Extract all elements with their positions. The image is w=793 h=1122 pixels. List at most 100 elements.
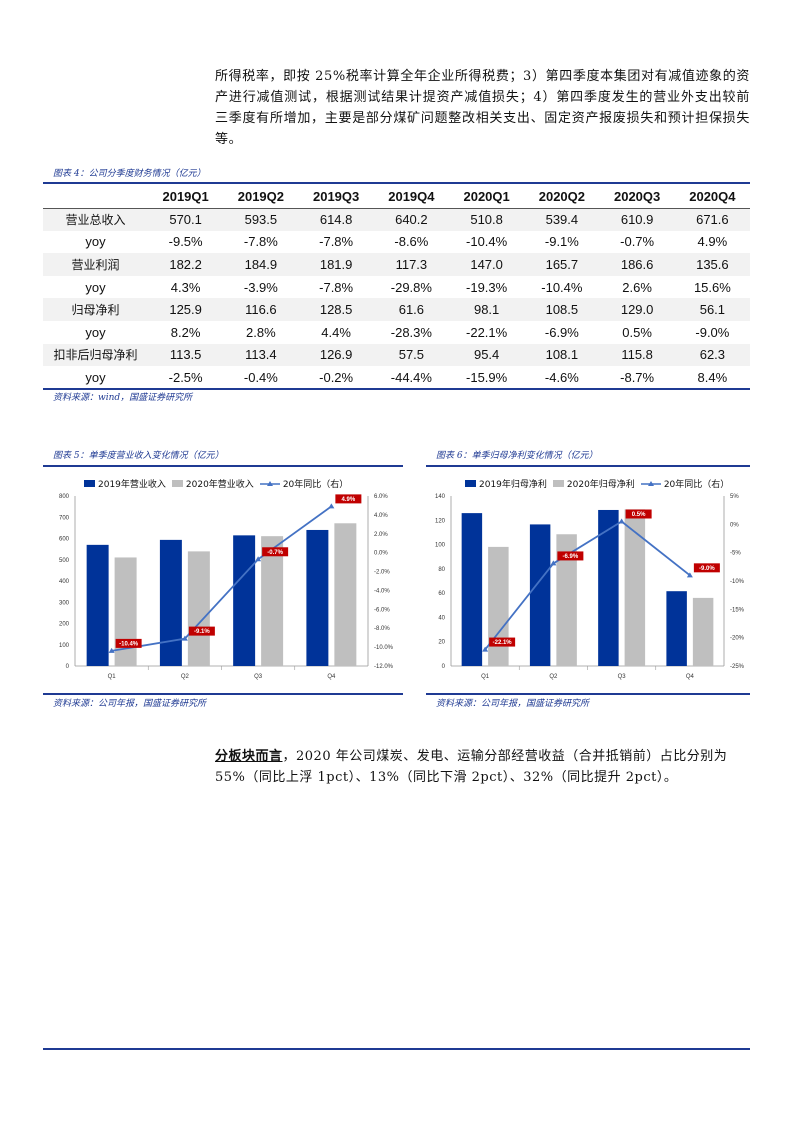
table-cell: -9.5% [168,234,203,250]
table-cell: 117.3 [373,253,449,276]
legend-label: 2020年营业收入 [185,480,254,490]
row-label: yoy [85,279,106,295]
y-tick-label: 100 [59,643,70,649]
table-cell: 115.8 [599,343,675,367]
y2-tick-label: 4.0% [374,513,388,519]
yoy-data-label: -0.7% [267,550,283,556]
financial-table: 2019Q1 2019Q2 2019Q3 2019Q4 2020Q1 2020Q2 2020… [43,186,750,389]
yoy-label-bg [625,509,652,519]
table-row: yoy -9.5% -7.8% -7.8% -8.6% -10.4% -9.1% -0.7% 4… [43,231,750,254]
column-header: 2020Q3 [599,186,675,209]
table-top-rule [43,182,750,184]
footer-rule [43,1048,750,1050]
legend-item: 20年同比（右） [259,477,348,490]
table-cell: 61.6 [373,298,449,321]
chart5: 0 100 200 300 400 500 600 700 800 6.0% 4.0% 2.0% 0.0… [43,488,403,683]
bar-2019 [233,535,256,666]
y-tick-label: 0 [66,664,70,670]
yoy-marker [181,635,188,641]
bar-2020 [114,557,137,666]
table-cell: -10.4% [466,234,508,250]
y-tick-label: 800 [59,494,70,500]
y-tick-label: 40 [438,615,445,621]
table-cell: 570.1 [148,208,224,231]
column-header: 2019Q2 [223,186,299,209]
table-cell: 147.0 [449,253,525,276]
y2-tick-label: -20% [730,636,745,642]
legend-item: 2020年归母净利 [552,477,635,490]
table-cell: 4.4% [321,324,351,340]
table-cell: 182.2 [148,253,224,276]
table-caption: 图表 4：公司分季度财务情况（亿元） [53,169,206,179]
column-header: 2019Q4 [373,186,449,209]
chart6-top-rule [426,465,750,467]
table-cell: 108.1 [524,343,600,367]
table-cell: 2.6% [622,279,652,295]
body-paragraph-bottom: 分板块而言，2020 年公司煤炭、发电、运输分部经营收益（合并抵销前）占比分别为… [215,746,750,788]
x-tick-label: Q1 [108,674,117,680]
bar-2019 [529,524,551,666]
table-cell: 108.5 [524,298,600,321]
bar-2020 [187,551,210,666]
table-cell: 98.1 [449,298,525,321]
table-cell: 610.9 [599,208,675,231]
table-cell: 184.9 [223,253,299,276]
yoy-label-bg [489,637,516,647]
y-tick-label: 60 [438,591,445,597]
row-label: 营业总收入 [43,208,148,231]
legend-label: 2020年归母净利 [566,480,635,490]
yoy-marker [328,503,335,509]
table-bottom-rule [43,388,750,390]
table-row: yoy 8.2% 2.8% 4.4% -28.3% -22.1% -6.9% 0.5% -9.0… [43,321,750,344]
y-tick-label: 200 [59,622,70,628]
yoy-label-bg [262,547,289,557]
bar-2020 [261,536,284,666]
legend-item: 2019年营业收入 [84,477,166,490]
row-label: 归母净利 [43,298,148,321]
table-cell: -8.7% [620,369,655,385]
table-cell: 181.9 [298,253,374,276]
y2-tick-label: -10.0% [374,645,394,651]
y2-tick-label: 6.0% [374,494,388,500]
table-cell: -9.0% [695,324,730,340]
y-tick-label: 140 [435,494,446,500]
legend-label: 20年同比（右） [663,480,730,490]
chart6: 0 20 40 60 80 100 120 140 5% 0% -5% -10% -15% -20% -25… [426,488,750,683]
y-tick-label: 0 [442,664,446,670]
table-cell: 113.5 [148,343,224,367]
chart6-svg: 0 20 40 60 80 100 120 140 5% 0% -5% -10% -15% -20% -25… [435,494,745,680]
chart5-legend: 2019年营业收入 2020年营业收入 20年同比（右） [84,477,348,490]
bar-2019 [598,509,619,666]
y2-tick-label: 2.0% [374,532,388,538]
bar-2020 [692,597,714,666]
chart6-caption: 图表 6：单季归母净利变化情况（亿元） [436,451,598,461]
row-label: 扣非后归母净利 [43,343,148,367]
yoy-data-label: 4.9% [342,497,356,503]
bar-2019 [666,591,687,666]
y2-tick-label: -10% [730,579,745,585]
table-row: 营业总收入 570.1 593.5 614.8 640.2 510.8 539.4 610.9… [43,208,750,231]
y2-tick-label: 0.0% [374,551,388,557]
bar-2019 [86,544,109,666]
legend-item: 2020年营业收入 [171,477,254,490]
table-cell: -28.3% [390,324,432,340]
table-cell: 135.6 [674,253,750,276]
chart5-caption: 图表 5：单季度营业收入变化情况（亿元） [53,451,224,461]
table-row: yoy 4.3% -3.9% -7.8% -29.8% -19.3% -10.4% 2.6% 1… [43,276,750,299]
x-tick-label: Q2 [181,674,190,680]
table-cell: 671.6 [674,208,750,231]
yoy-label-bg [335,494,362,504]
legend-line-marker [259,480,280,486]
table-cell: 15.6% [693,279,731,295]
bar-2019 [461,513,483,666]
table-cell: -29.8% [390,279,432,295]
y2-tick-label: -6.0% [374,607,390,613]
x-tick-label: Q2 [549,674,558,680]
yoy-marker [686,572,693,578]
yoy-marker [255,556,262,562]
yoy-data-label: -9.1% [194,629,210,635]
table-body: 营业总收入 570.1 593.5 614.8 640.2 510.8 539.4 610.9… [43,208,750,389]
chart6-legend: 2019年归母净利 2020年归母净利 20年同比（右） [465,477,729,490]
table-cell: -22.1% [466,324,508,340]
y-tick-label: 100 [435,543,446,549]
